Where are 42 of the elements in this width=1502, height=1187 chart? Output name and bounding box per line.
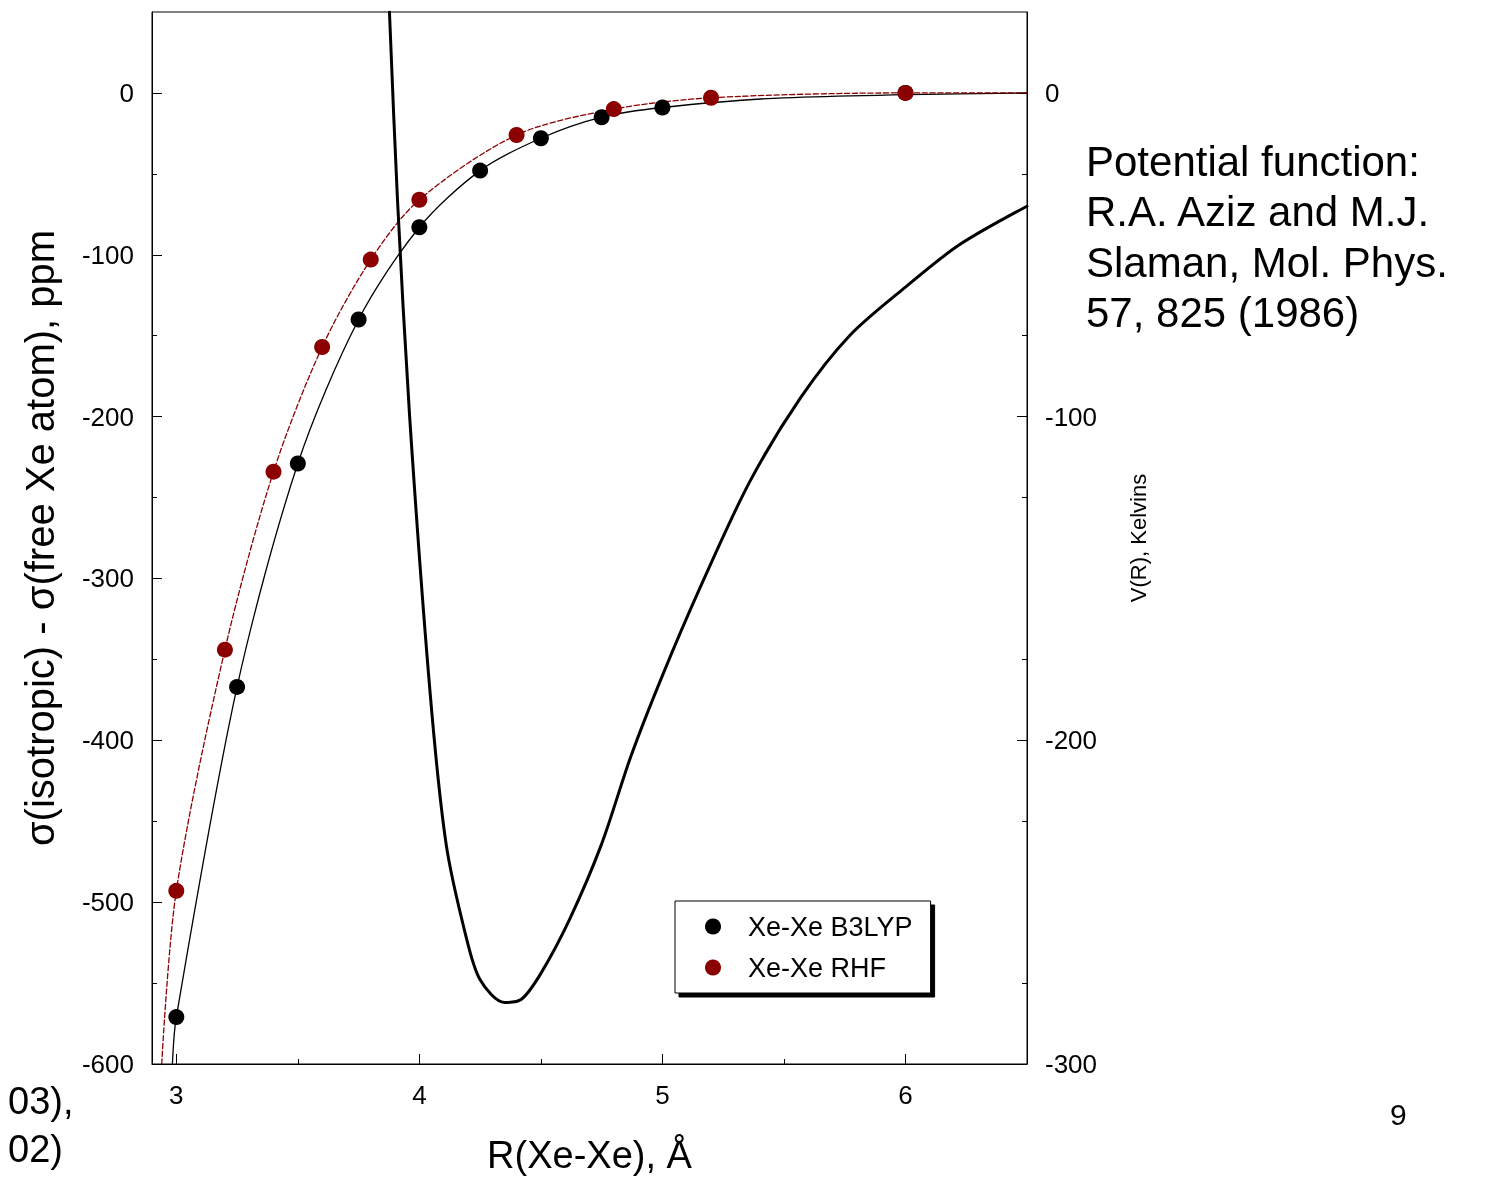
point [168, 882, 185, 899]
point [654, 99, 671, 116]
y-tick-label: 0 [119, 77, 134, 108]
text: 03), [8, 1079, 74, 1122]
point [508, 127, 525, 143]
y-tick-label: -400 [81, 725, 134, 756]
point [168, 1009, 185, 1026]
y-axis-title: σ(isotropic) - σ(free Xe atom), ppm [18, 229, 62, 847]
legend-label: Xe-Xe B3LYP [748, 911, 913, 942]
point [314, 339, 331, 356]
y-tick-label: -600 [81, 1049, 134, 1079]
point [265, 463, 282, 480]
x-tick-label: 3 [169, 1080, 184, 1110]
y2-tick-label: 0 [1045, 77, 1060, 108]
y-tick-label: -300 [81, 563, 134, 594]
point [350, 311, 367, 328]
point [703, 89, 720, 106]
text: 02) [8, 1127, 63, 1170]
x-tick-label: 5 [655, 1080, 670, 1110]
y2-tick-label: -200 [1045, 725, 1098, 756]
point [532, 130, 549, 147]
text: Potential function: R.A. Aziz and M.J. Slaman, Mol. Phys. 57, 825 (1986) [1086, 137, 1448, 336]
y-tick-label: -500 [81, 887, 134, 918]
point [411, 219, 428, 236]
point [229, 678, 246, 695]
y2-tick-label: -300 [1045, 1049, 1098, 1079]
x-axis-title: R(Xe-Xe), Å [487, 1133, 693, 1176]
point [593, 109, 610, 126]
point [472, 162, 489, 179]
text: 9 [1390, 1097, 1407, 1131]
point [362, 251, 379, 268]
y2-axis-title: V(R), Kelvins [1125, 473, 1151, 603]
point [411, 191, 428, 208]
x-tick-label: 4 [412, 1080, 427, 1110]
y-tick-label: -100 [81, 239, 134, 270]
point [289, 455, 306, 472]
x-tick-label: 6 [898, 1080, 913, 1110]
point [605, 101, 622, 118]
y2-tick-label: -100 [1045, 401, 1098, 432]
y-tick-label: -200 [81, 401, 134, 432]
legend-label: Xe-Xe RHF [748, 952, 887, 983]
point [216, 641, 233, 658]
